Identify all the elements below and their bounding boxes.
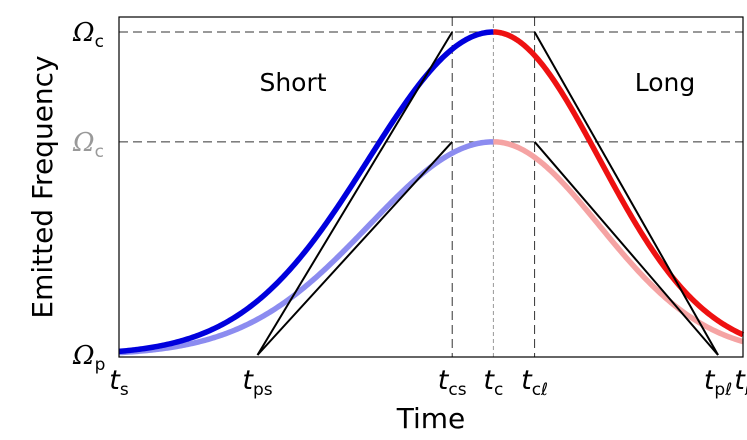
tangent-lines bbox=[256, 31, 719, 356]
y-marker-labels: Ωc Ωc Ωp bbox=[72, 18, 105, 375]
x-marker-label-0: ts bbox=[109, 365, 129, 400]
series-1-rise bbox=[117, 139, 495, 356]
tangent-line-1 bbox=[533, 31, 719, 356]
y-axis-label: Emitted Frequency bbox=[26, 55, 59, 318]
x-marker-label-6: tℓ bbox=[734, 365, 747, 400]
tangent-line-0 bbox=[256, 31, 454, 356]
guide-lines bbox=[119, 17, 743, 357]
plot-frame bbox=[118, 16, 744, 358]
y-marker-label-1: Ωc bbox=[72, 128, 104, 162]
series-0-fall bbox=[492, 29, 745, 338]
x-marker-label-4: tcℓ bbox=[521, 365, 548, 400]
tangent-line-2 bbox=[256, 141, 453, 356]
tangent-line-3 bbox=[533, 141, 719, 356]
series-0-rise bbox=[117, 29, 495, 355]
frequency-curves bbox=[117, 29, 745, 356]
x-marker-label-3: tc bbox=[483, 365, 503, 400]
region-label-long: Long bbox=[635, 68, 696, 97]
y-marker-label-2: Ωp bbox=[72, 341, 105, 375]
x-marker-label-5: tpℓ bbox=[704, 365, 732, 400]
region-label-short: Short bbox=[259, 68, 326, 97]
y-marker-label-0: Ωc bbox=[72, 18, 104, 52]
x-marker-label-2: tcs bbox=[438, 365, 467, 400]
x-axis-label: Time bbox=[396, 402, 466, 435]
x-marker-label-1: tps bbox=[242, 365, 272, 400]
